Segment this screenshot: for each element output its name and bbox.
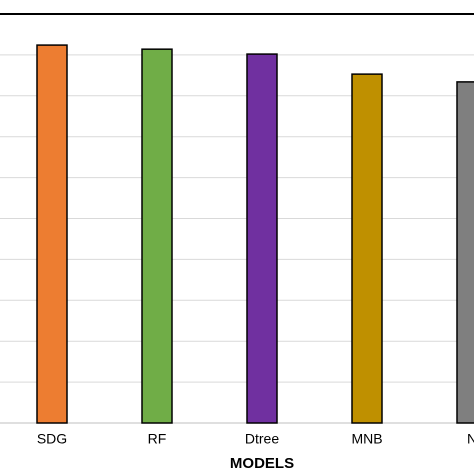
x-tick-label: MNB — [351, 431, 382, 447]
x-axis-label: MODELS — [230, 455, 294, 472]
bar — [36, 44, 68, 424]
x-tick-label: Dtree — [245, 431, 279, 447]
bar — [351, 73, 383, 424]
bar — [246, 53, 278, 424]
x-tick-label: N — [467, 431, 474, 447]
bar — [141, 48, 173, 424]
bar — [456, 81, 474, 424]
x-tick-label: SDG — [37, 431, 67, 447]
x-tick-label: RF — [148, 431, 167, 447]
